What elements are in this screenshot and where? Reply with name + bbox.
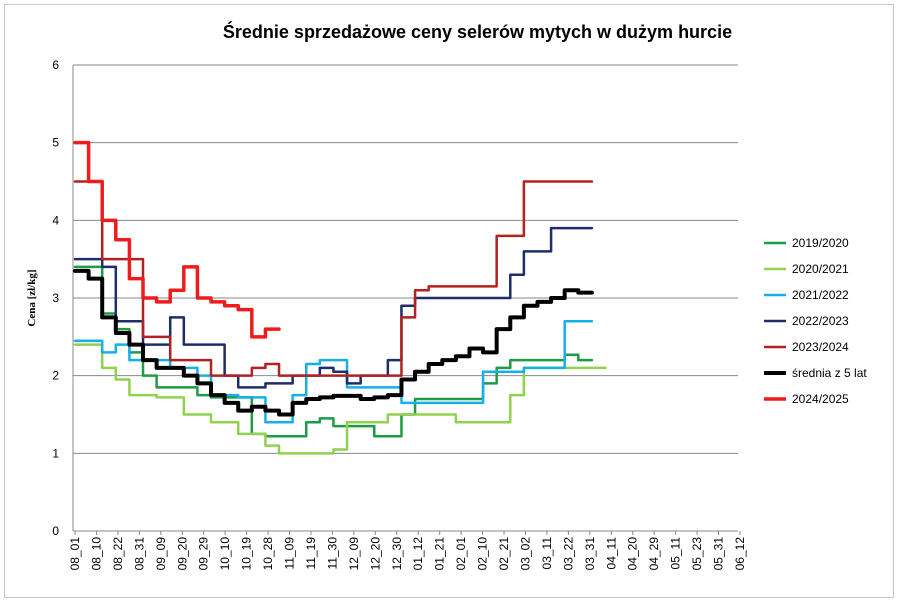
x-tick-label: 05_11	[669, 537, 683, 570]
x-tick-label: 05_23	[690, 537, 704, 571]
x-tick-label: 08_22	[111, 537, 125, 571]
x-tick-label: 12_20	[368, 537, 382, 571]
legend-label: 2020/2021	[792, 262, 849, 276]
x-tick-label: 12_09	[347, 537, 361, 571]
x-tick-label: 10_28	[261, 537, 275, 571]
x-tick-label: 02_01	[454, 537, 468, 571]
series-line	[73, 140, 281, 339]
x-tick-label: 08_10	[89, 537, 103, 571]
chart-title: Średnie sprzedażowe ceny selerów mytych …	[222, 22, 733, 42]
x-tick-label: 04_20	[626, 537, 640, 571]
x-tick-label: 04_29	[647, 537, 661, 571]
chart-frame	[4, 4, 894, 598]
y-tick-label: 5	[52, 136, 59, 150]
x-tick-label: 10_19	[240, 537, 254, 571]
x-tick-label: 05_31	[712, 537, 726, 571]
y-tick-label: 0	[52, 524, 59, 538]
y-tick-label: 2	[52, 369, 59, 383]
y-tick-label: 4	[52, 213, 59, 227]
series-line	[73, 343, 607, 455]
x-tick-label: 01_12	[411, 537, 425, 571]
x-tick-label: 02_21	[497, 537, 511, 571]
legend-label: średnia z 5 lat	[792, 366, 867, 380]
y-axis-label: Cena [zł/kg]	[26, 269, 38, 326]
x-tick-label: 03_22	[561, 537, 575, 571]
x-tick-label: 11_30	[325, 537, 339, 570]
series-line	[73, 180, 594, 377]
y-tick-label: 6	[52, 58, 59, 72]
x-tick-label: 04_11	[604, 537, 618, 570]
y-tick-label: 1	[52, 446, 59, 460]
x-tick-label: 10_10	[218, 537, 232, 571]
series-line	[73, 268, 594, 417]
legend-label: 2023/2024	[792, 340, 849, 354]
x-tick-label: 11_09	[283, 537, 297, 570]
x-tick-label: 09_29	[197, 537, 211, 571]
legend-label: 2021/2022	[792, 288, 849, 302]
x-tick-label: 03_11	[540, 537, 554, 570]
x-tick-label: 03_31	[583, 537, 597, 571]
x-tick-label: 09_09	[154, 537, 168, 571]
legend-label: 2022/2023	[792, 314, 849, 328]
legend-label: 2019/2020	[792, 236, 849, 250]
series-line	[73, 226, 594, 389]
y-tick-label: 3	[52, 291, 59, 305]
legend-label: 2024/2025	[792, 392, 849, 406]
x-tick-label: 06_12	[733, 537, 747, 571]
series-line	[73, 265, 594, 438]
x-tick-label: 09_20	[175, 537, 189, 571]
x-tick-label: 11_19	[304, 537, 318, 570]
x-tick-label: 02_10	[476, 537, 490, 571]
x-tick-label: 12_30	[390, 537, 404, 571]
x-tick-label: 01_21	[433, 537, 447, 571]
x-tick-label: 03_02	[518, 537, 532, 571]
x-tick-label: 08_31	[132, 537, 146, 571]
x-tick-label: 08_01	[68, 537, 82, 571]
